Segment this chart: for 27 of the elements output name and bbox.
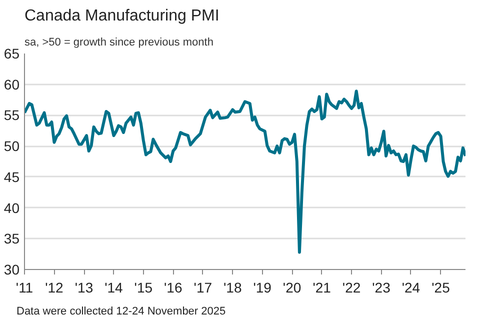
x-tick-label: '16 <box>164 280 182 296</box>
x-tick-label: '23 <box>372 280 391 296</box>
y-tick-label: 35 <box>4 230 20 247</box>
x-tick-label: '24 <box>402 280 420 296</box>
y-tick-label: 30 <box>4 262 20 278</box>
x-tick-label: '25 <box>432 280 450 296</box>
y-tick-label: 50 <box>4 138 20 154</box>
y-tick-label: 65 <box>4 46 20 62</box>
x-tick-label: '22 <box>342 280 361 296</box>
line-series <box>24 90 466 254</box>
chart-title: Canada Manufacturing PMI <box>24 8 220 24</box>
x-tick-label: '11 <box>16 280 34 296</box>
x-tick-label: '14 <box>104 280 124 296</box>
y-tick-label: 60 <box>4 76 20 92</box>
y-tick-label: 40 <box>4 200 20 216</box>
x-tick-label: '17 <box>194 280 212 296</box>
x-tick-label: '13 <box>74 280 94 296</box>
y-tick-label: 55 <box>4 107 20 124</box>
chart-subtitle: sa, >50 = growth since previous month <box>24 36 214 48</box>
x-tick-label: '21 <box>312 280 332 296</box>
y-tick-label: 45 <box>4 168 20 185</box>
text: Data were collected 12-24 November 2025 <box>16 306 226 318</box>
x-tick-label: '19 <box>253 280 272 296</box>
x-tick-label: '18 <box>224 280 242 296</box>
x-tick-label: '15 <box>134 280 153 296</box>
x-tick-label: '20 <box>282 280 302 296</box>
x-tick-label: '12 <box>45 280 64 296</box>
